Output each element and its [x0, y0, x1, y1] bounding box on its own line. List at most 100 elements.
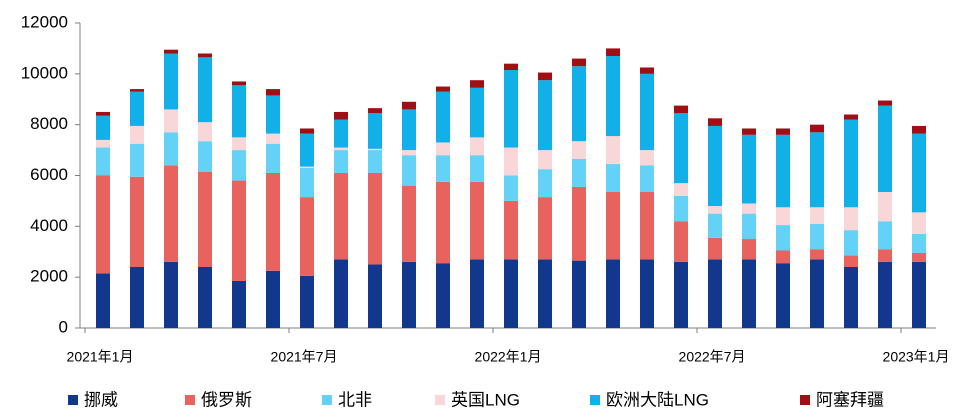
- legend-label: 阿塞拜疆: [816, 390, 884, 409]
- bar-segment: [436, 181, 450, 264]
- bar-segment: [708, 206, 722, 214]
- y-tick-label: 12000: [21, 12, 68, 31]
- bar-segment: [164, 49, 178, 54]
- bar-segment: [674, 261, 688, 328]
- bar-segment: [266, 270, 280, 328]
- bar-segment: [470, 181, 484, 260]
- bar-segment: [878, 192, 892, 222]
- bar-segment: [232, 150, 246, 181]
- bar-segment: [640, 259, 654, 328]
- y-tick-label: 2000: [30, 267, 68, 286]
- bar-segment: [470, 80, 484, 88]
- bar-segment: [164, 53, 178, 110]
- bar-segment: [606, 259, 620, 328]
- bar-segment: [674, 183, 688, 196]
- legend-swatch: [322, 395, 332, 405]
- bar-segment: [436, 86, 450, 92]
- bar-segment: [334, 150, 348, 173]
- bar-segment: [810, 249, 824, 260]
- bar-segment: [368, 113, 382, 149]
- bar-segment: [844, 119, 858, 208]
- bar-segment: [164, 109, 178, 133]
- bar-segment: [96, 115, 110, 140]
- bar-segment: [844, 230, 858, 256]
- bar-segment: [674, 105, 688, 114]
- bar-segment: [470, 137, 484, 156]
- bar-segment: [130, 143, 144, 177]
- bar-segment: [470, 87, 484, 138]
- legend-label: 英国LNG: [451, 390, 520, 409]
- bar-segment: [334, 111, 348, 120]
- bar-segment: [776, 134, 790, 208]
- bar-segment: [334, 147, 348, 151]
- bar-segment: [742, 203, 756, 214]
- bar-segment: [436, 142, 450, 156]
- bar-segment: [538, 169, 552, 198]
- bar-segment: [300, 128, 314, 134]
- bar-segment: [368, 150, 382, 173]
- bar-segment: [912, 125, 926, 134]
- bar-segment: [266, 133, 280, 144]
- bar-segment: [742, 259, 756, 328]
- bar-segment: [912, 212, 926, 234]
- bar-segment: [130, 267, 144, 328]
- bar-segment: [742, 134, 756, 204]
- bar-segment: [810, 223, 824, 250]
- bar-segment: [96, 111, 110, 116]
- bar-segment: [742, 213, 756, 240]
- bar-segment: [368, 172, 382, 265]
- bar-segment: [470, 155, 484, 182]
- bar-segment: [878, 261, 892, 328]
- bar-segment: [96, 175, 110, 274]
- bar-segment: [300, 197, 314, 276]
- bar-segment: [742, 239, 756, 260]
- legend-swatch: [800, 395, 810, 405]
- legend-label: 欧洲大陆LNG: [606, 390, 709, 409]
- bar-segment: [334, 259, 348, 328]
- bar-segment: [640, 73, 654, 151]
- bar-segment: [674, 195, 688, 222]
- bar-segment: [640, 192, 654, 260]
- bar-segment: [708, 125, 722, 206]
- x-tick-label: 2021年1月: [67, 349, 134, 365]
- bar-segment: [810, 259, 824, 328]
- bar-segment: [572, 58, 586, 67]
- bar-segment: [844, 267, 858, 328]
- bar-segment: [504, 259, 518, 328]
- bar-segment: [572, 141, 586, 159]
- bar-segment: [504, 147, 518, 176]
- bar-segment: [606, 164, 620, 193]
- bar-segment: [368, 108, 382, 114]
- bar-segment: [504, 175, 518, 201]
- bar-segment: [912, 261, 926, 328]
- bar-segment: [300, 167, 314, 198]
- bar-segment: [164, 261, 178, 328]
- bar-segment: [266, 89, 280, 96]
- bar-segment: [708, 213, 722, 238]
- bar-segment: [232, 81, 246, 86]
- bar-segment: [810, 132, 824, 208]
- bar-segment: [232, 280, 246, 328]
- bar-segment: [130, 176, 144, 267]
- bar-segment: [130, 91, 144, 126]
- bar-segment: [402, 150, 416, 156]
- y-tick-label: 6000: [30, 165, 68, 184]
- bar-segment: [708, 118, 722, 126]
- bar-segment: [504, 63, 518, 71]
- legend-label: 北非: [338, 390, 372, 409]
- bar-segment: [606, 48, 620, 57]
- bar-segment: [470, 259, 484, 328]
- bar-segment: [266, 172, 280, 271]
- legend-swatch: [185, 395, 195, 405]
- bar-segment: [334, 119, 348, 148]
- bar-segment: [776, 225, 790, 251]
- x-tick-label: 2023年1月: [883, 349, 950, 365]
- bar-segment: [878, 100, 892, 106]
- bar-segment: [130, 125, 144, 144]
- bar-segment: [402, 261, 416, 328]
- bar-segment: [300, 275, 314, 328]
- legend-swatch: [68, 395, 78, 405]
- bar-segment: [572, 158, 586, 187]
- bar-segment: [130, 89, 144, 92]
- bar-segment: [810, 124, 824, 133]
